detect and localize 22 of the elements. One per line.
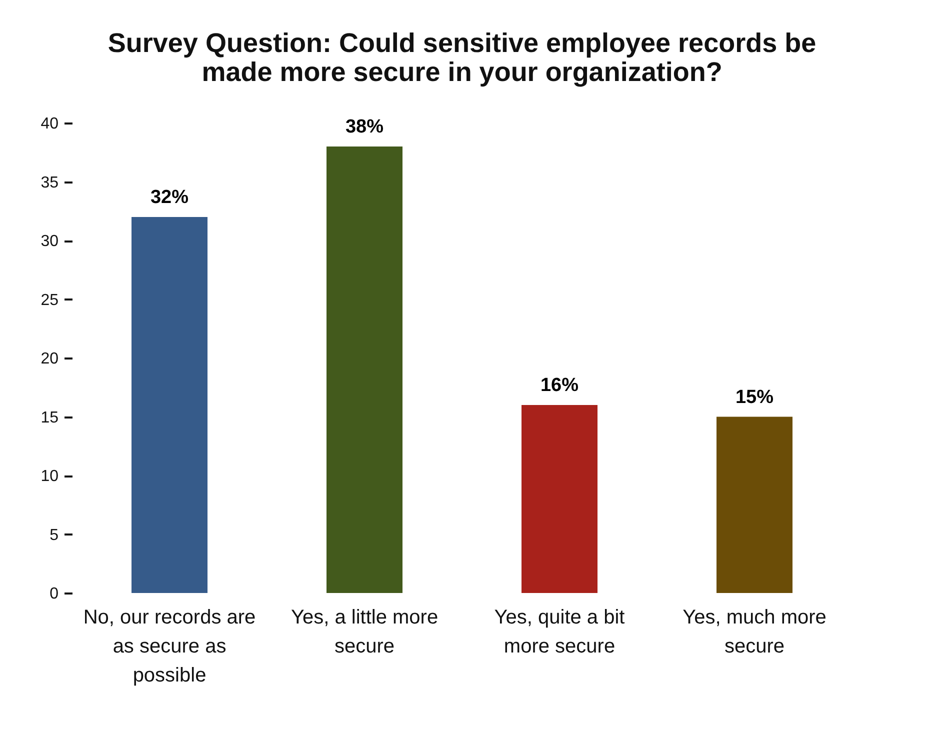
x-tick-label: Yes, a little more secure — [290, 606, 438, 658]
y-tick-label: 10 — [40, 468, 59, 485]
data-label: 38% — [345, 116, 384, 138]
y-tick-label: 20 — [40, 350, 59, 368]
chart-title: Survey Question: Could sensitive employee records be made more secure in your organization? — [108, 28, 816, 87]
y-tick-label: 0 — [50, 586, 59, 602]
bar — [326, 146, 402, 593]
y-tick-label: 5 — [50, 526, 59, 544]
y-tick-label: 30 — [40, 233, 59, 250]
data-label: 15% — [735, 386, 774, 408]
y-tick-label: 25 — [40, 292, 59, 309]
bar — [132, 217, 208, 593]
bar — [522, 405, 598, 593]
data-label: 32% — [150, 187, 189, 208]
x-tick-label: Yes, much more secure — [682, 606, 826, 658]
y-tick-label: 35 — [40, 174, 59, 192]
bar — [716, 416, 792, 593]
x-tick-label: Yes, quite a bit more secure — [494, 606, 626, 658]
y-tick-label: 40 — [40, 116, 59, 132]
x-tick-label: No, our records are as secure as possible — [83, 606, 256, 686]
y-tick-label: 15 — [40, 409, 59, 426]
data-label: 16% — [540, 375, 579, 396]
